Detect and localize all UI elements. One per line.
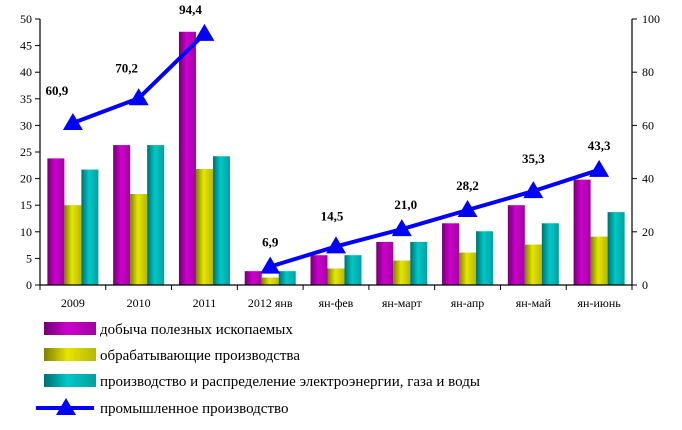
data-label-2: 70,2 bbox=[115, 60, 138, 75]
y-left-tick-label: 35 bbox=[20, 92, 32, 106]
data-label-5: 14,5 bbox=[321, 208, 344, 223]
bar-2-2 bbox=[130, 194, 148, 285]
line-segment-monthly bbox=[269, 167, 600, 269]
bars-layer bbox=[47, 31, 625, 285]
y-right-tick-label: 100 bbox=[642, 12, 660, 26]
legend: добыча полезных ископаемых обрабатывающие… bbox=[36, 322, 480, 417]
bar-2-7 bbox=[459, 252, 477, 285]
line-point-4 bbox=[260, 256, 281, 274]
bar-2-1 bbox=[64, 205, 82, 285]
x-tick-label: 2011 bbox=[193, 296, 217, 310]
bar-2-8 bbox=[524, 244, 542, 285]
x-tick-label: 2012 янв bbox=[248, 296, 293, 310]
y-left-tick-label: 15 bbox=[20, 198, 32, 212]
y-right-tick-label: 40 bbox=[642, 172, 654, 186]
legend-label-1: добыча полезных ископаемых bbox=[100, 322, 293, 338]
legend-label-3: производство и распределение электроэнер… bbox=[100, 374, 480, 390]
line-point-2 bbox=[128, 88, 149, 106]
line-point-9 bbox=[589, 159, 610, 177]
data-label-7: 28,2 bbox=[456, 178, 479, 193]
data-label-9: 43,3 bbox=[588, 138, 611, 153]
y-left-tick-label: 10 bbox=[20, 225, 32, 239]
legend-line-marker bbox=[56, 398, 76, 415]
x-tick-label: 2010 bbox=[127, 296, 151, 310]
bar-1-4 bbox=[244, 271, 262, 285]
x-tick-label: ян-апр bbox=[451, 296, 485, 310]
bar-1-7 bbox=[442, 223, 460, 285]
x-tick-label: ян-март bbox=[382, 296, 423, 310]
bar-2-4 bbox=[261, 277, 279, 285]
bar-1-2 bbox=[113, 145, 131, 285]
bar-3-3 bbox=[212, 156, 230, 285]
bar-1-9 bbox=[573, 179, 591, 285]
bar-2-3 bbox=[195, 169, 213, 285]
y-right-tick-label: 20 bbox=[642, 225, 654, 239]
x-tick-label: ян-фев bbox=[319, 296, 354, 310]
line-point-7 bbox=[457, 199, 478, 217]
x-tick-label: ян-май bbox=[516, 296, 552, 310]
y-right-tick-label: 80 bbox=[642, 65, 654, 79]
y-right-tick-label: 0 bbox=[642, 278, 648, 292]
y-left-tick-label: 45 bbox=[20, 39, 32, 53]
line-point-6 bbox=[391, 219, 412, 237]
y-right-tick-label: 60 bbox=[642, 118, 654, 132]
y-left-tick-label: 50 bbox=[20, 12, 32, 26]
bar-3-4 bbox=[278, 271, 296, 285]
bar-3-6 bbox=[410, 241, 428, 285]
line-point-8 bbox=[523, 181, 544, 199]
data-label-1: 60,9 bbox=[46, 83, 69, 98]
legend-label-4: промышленное производство bbox=[100, 401, 289, 417]
line-point-1 bbox=[62, 113, 83, 131]
bar-3-1 bbox=[81, 169, 99, 285]
y-left-tick-label: 5 bbox=[26, 251, 32, 265]
bar-3-2 bbox=[147, 145, 165, 285]
y-left-tick-label: 0 bbox=[26, 278, 32, 292]
legend-swatch-1 bbox=[44, 322, 96, 335]
bar-1-5 bbox=[310, 255, 328, 285]
line-point-3 bbox=[194, 23, 215, 41]
line-point-5 bbox=[326, 236, 346, 254]
y-left-tick-label: 30 bbox=[20, 118, 32, 132]
legend-swatch-2 bbox=[44, 348, 96, 361]
axes-layer: 0 5 10 15 20 25 30 35 40 45 50 0 20 40 60 80 100 2009 2010… bbox=[20, 12, 660, 310]
bar-3-7 bbox=[476, 231, 494, 285]
y-left-tick-label: 40 bbox=[20, 65, 32, 79]
data-label-4: 6,9 bbox=[262, 235, 279, 250]
y-left-tick-label: 25 bbox=[20, 145, 32, 159]
bar-3-9 bbox=[607, 212, 625, 285]
data-label-6: 21,0 bbox=[394, 197, 417, 212]
bar-2-9 bbox=[590, 236, 608, 285]
legend-swatch-3 bbox=[44, 374, 96, 387]
bar-1-6 bbox=[376, 241, 394, 285]
data-label-3: 94,4 bbox=[179, 2, 202, 17]
bar-3-8 bbox=[541, 223, 559, 285]
bar-1-8 bbox=[507, 205, 525, 285]
legend-label-2: обрабатывающие производства bbox=[100, 348, 300, 364]
line-layer: 60,9 70,2 94,4 6,9 14,5 21,0 28,2 35,3 43,3 bbox=[46, 2, 611, 274]
x-tick-label: 2009 bbox=[61, 296, 85, 310]
bar-3-5 bbox=[344, 255, 362, 285]
bar-1-1 bbox=[47, 158, 65, 285]
bar-1-3 bbox=[178, 31, 196, 285]
y-left-tick-label: 20 bbox=[20, 172, 32, 186]
data-label-8: 35,3 bbox=[522, 151, 545, 166]
bar-2-6 bbox=[393, 260, 411, 285]
x-tick-label: ян-июнь bbox=[578, 296, 622, 310]
bar-2-5 bbox=[327, 268, 345, 285]
